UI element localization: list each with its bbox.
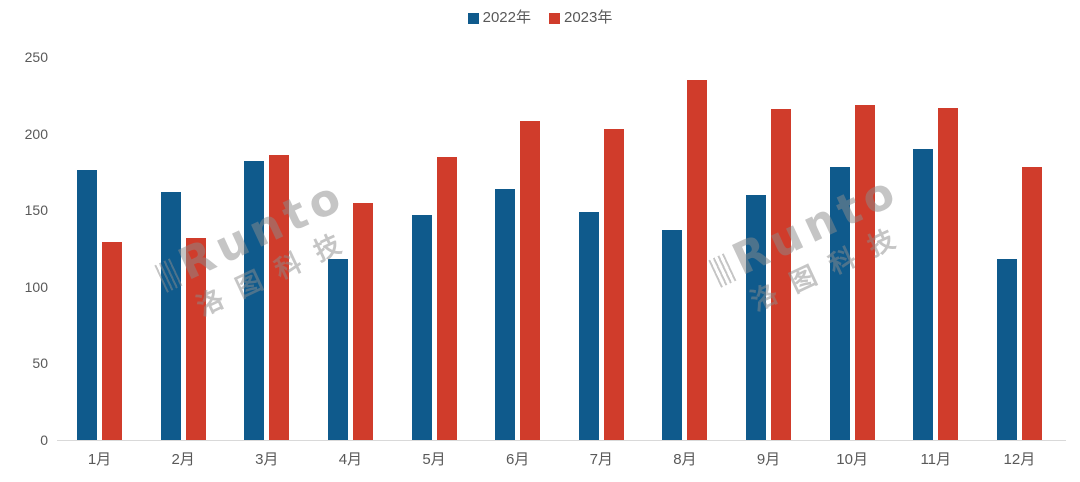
bar-2023年-6月 [520, 121, 541, 440]
bar-group-10月 [829, 57, 875, 440]
bar-2022年-7月 [578, 211, 599, 440]
bar-2023年-8月 [687, 79, 708, 440]
x-label-10月: 10月 [836, 451, 868, 468]
bar-2023年-9月 [771, 109, 791, 440]
y-tick-200: 200 [24, 125, 48, 142]
bar-2022年-5月 [411, 214, 432, 440]
x-label-4月: 4月 [338, 451, 363, 468]
x-label-9月: 9月 [756, 451, 781, 468]
bar-2022年-8月 [662, 230, 683, 440]
legend-swatch-2022 [467, 12, 479, 24]
legend-item-2022: 2022年 [467, 9, 531, 27]
x-label-12月: 12月 [1003, 451, 1036, 468]
x-label-8月: 8月 [673, 451, 697, 468]
bar-group-6月 [495, 57, 541, 440]
y-tick-0: 0 [40, 432, 48, 448]
x-label-2月: 2月 [171, 451, 195, 468]
bar-group-5月 [411, 57, 457, 440]
bar-group-7月 [578, 57, 624, 440]
bar-2022年-3月 [244, 161, 265, 440]
x-label-7月: 7月 [589, 451, 613, 468]
bar-2023年-5月 [436, 156, 457, 440]
y-tick-250: 250 [24, 49, 48, 65]
bar-2022年-9月 [746, 194, 766, 440]
x-label-5月: 5月 [422, 451, 446, 468]
bar-group-3月 [244, 57, 290, 440]
bar-2023年-10月 [854, 104, 875, 440]
bar-2022年-10月 [829, 167, 850, 440]
x-axis-line [57, 440, 1066, 441]
bar-2022年-4月 [327, 259, 348, 440]
legend-label-2023: 2023年 [564, 9, 613, 26]
chart-legend: 2022年 2023年 [0, 9, 1080, 27]
legend-label-2022: 2022年 [482, 9, 531, 26]
x-label-3月: 3月 [255, 451, 279, 468]
y-axis-tick-labels: 0 50 100 150 200 250 [0, 50, 48, 447]
bar-2023年-12月 [1021, 167, 1042, 440]
bar-group-4月 [327, 57, 373, 440]
x-label-1月: 1月 [87, 451, 112, 468]
bar-2022年-1月 [77, 170, 97, 440]
plot-area [77, 57, 1042, 440]
x-axis-labels: 1月 2月 3月 4月 5月 6月 7月 8月 9月 10月 11月 12月 [77, 451, 1042, 469]
bar-group-11月 [913, 57, 959, 440]
y-tick-50: 50 [32, 355, 48, 372]
legend-swatch-2023 [549, 12, 560, 24]
bar-2023年-1月 [102, 242, 122, 440]
bar-2022年-11月 [913, 148, 934, 440]
bar-group-8月 [662, 57, 708, 440]
bar-2023年-3月 [269, 155, 290, 440]
bar-group-2月 [160, 57, 206, 440]
bar-group-12月 [996, 57, 1042, 440]
x-label-11月: 11月 [920, 451, 952, 468]
bar-2022年-2月 [160, 191, 181, 440]
bar-group-9月 [746, 57, 791, 440]
y-tick-150: 150 [24, 202, 48, 219]
bar-2023年-11月 [938, 107, 959, 440]
bar-2023年-2月 [185, 237, 206, 440]
x-label-6月: 6月 [505, 451, 530, 468]
bar-2022年-6月 [495, 188, 516, 440]
bar-2022年-12月 [996, 259, 1017, 440]
y-tick-100: 100 [24, 278, 48, 295]
bar-2023年-4月 [352, 202, 373, 440]
legend-item-2023: 2023年 [549, 9, 612, 27]
bar-2023年-7月 [603, 129, 624, 440]
bar-group-1月 [77, 57, 122, 440]
